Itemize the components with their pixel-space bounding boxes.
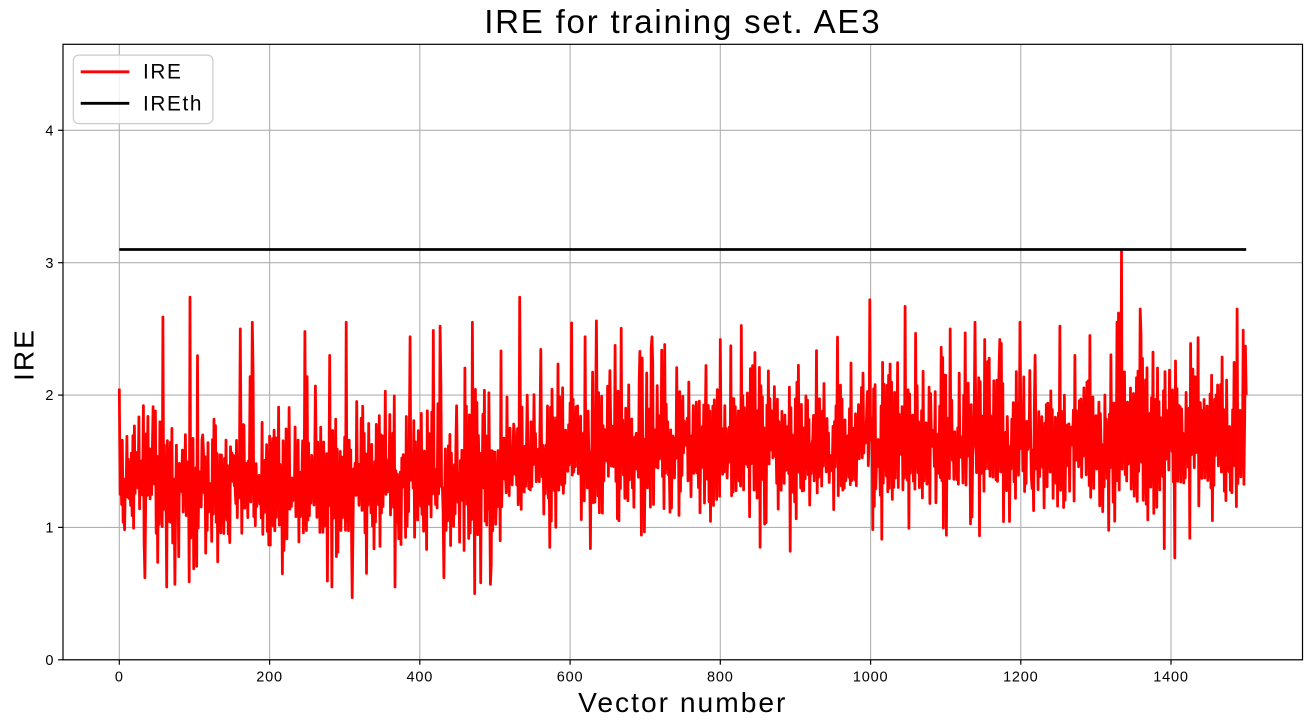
svg-text:1200: 1200: [1003, 669, 1038, 685]
svg-text:200: 200: [256, 669, 283, 685]
svg-text:3: 3: [45, 256, 54, 272]
svg-text:800: 800: [707, 669, 734, 685]
svg-text:0: 0: [45, 653, 54, 669]
svg-text:400: 400: [407, 669, 434, 685]
svg-text:600: 600: [557, 669, 584, 685]
svg-text:Vector number: Vector number: [578, 686, 787, 718]
svg-text:2: 2: [45, 388, 54, 404]
svg-text:1400: 1400: [1153, 669, 1188, 685]
svg-text:4: 4: [45, 123, 54, 139]
svg-text:1000: 1000: [853, 669, 888, 685]
svg-text:0: 0: [115, 669, 124, 685]
svg-text:IREth: IREth: [143, 93, 203, 116]
svg-text:IRE for training set. AE3: IRE for training set. AE3: [484, 3, 881, 40]
svg-text:IRE: IRE: [143, 61, 182, 84]
svg-text:IRE: IRE: [8, 328, 40, 381]
svg-text:1: 1: [45, 521, 54, 537]
